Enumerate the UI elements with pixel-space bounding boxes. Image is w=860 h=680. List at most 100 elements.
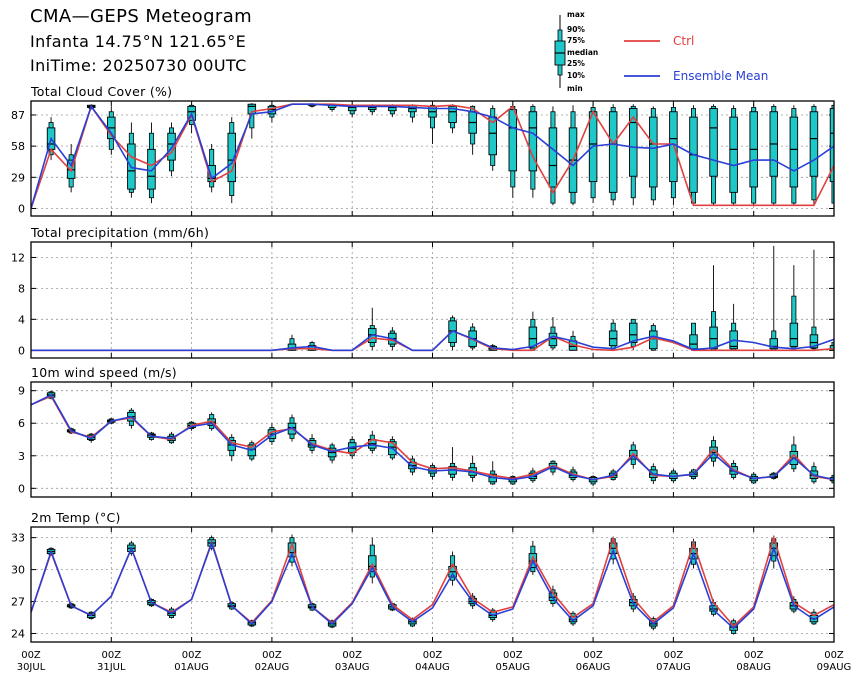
- ensemble-box: [809, 249, 819, 351]
- box-25-75: [809, 111, 819, 177]
- x-tick-label-hour: 00Z: [102, 650, 122, 661]
- y-tick-label: 24: [11, 627, 25, 640]
- box-25-75: [629, 108, 638, 177]
- ensemble-box: [528, 311, 538, 351]
- x-tick-label-date: 31JUL: [97, 662, 126, 673]
- x-tick-label-date: 09AUG: [817, 662, 852, 673]
- y-tick-label: 58: [11, 140, 25, 153]
- ensemble-box: [508, 104, 518, 198]
- y-tick-label: 30: [11, 564, 25, 577]
- panel-data: [31, 245, 834, 352]
- ensemble-box: [227, 434, 236, 462]
- box-25-75: [669, 111, 678, 183]
- legend: max 90% 75% median 25% 10% min Ctrl Ensemble Mea…: [554, 10, 768, 93]
- ensemble-box: [528, 104, 538, 198]
- ensemble-box: [368, 307, 377, 351]
- box-25-75: [850, 112, 858, 193]
- box-25-75: [548, 332, 558, 347]
- ensemble-box: [207, 143, 216, 193]
- ensemble-box: [649, 106, 658, 206]
- panel-title: Total Cloud Cover (%): [30, 84, 172, 99]
- x-tick-label-date: 01AUG: [174, 662, 209, 673]
- x-tick-label-date: 08AUG: [736, 662, 771, 673]
- ensemble-box: [327, 442, 337, 464]
- panel-data: [31, 534, 858, 635]
- init-time-label: IniTime: 20250730 00UTC: [30, 56, 247, 75]
- box-25-75: [528, 326, 538, 349]
- x-tick-label-hour: 00Z: [262, 650, 282, 661]
- ensemble-box: [669, 104, 678, 206]
- ensemble-box: [809, 104, 819, 206]
- ensemble-box: [729, 303, 738, 351]
- ensemble-box: [588, 475, 598, 487]
- panel-frame: [30, 100, 835, 217]
- panel-frame: [30, 381, 835, 498]
- ensemble-box: [850, 469, 858, 482]
- ctrl-line: [31, 103, 834, 209]
- y-tick-label: 12: [11, 251, 25, 264]
- panel-4: 2m Temp (°C) 24 27 30 33: [11, 510, 858, 643]
- ensemble-box: [709, 265, 718, 351]
- ensemble-box: [608, 104, 618, 206]
- panel-3: 10m wind speed (m/s) 0 3 6 9: [18, 365, 858, 498]
- box-25-75: [709, 108, 718, 177]
- x-tick-label-hour: 00Z: [664, 650, 684, 661]
- ensemble-box: [769, 104, 779, 206]
- ensemble-box: [749, 104, 758, 206]
- ensemble-box: [267, 104, 277, 123]
- box-10-90: [852, 471, 856, 480]
- y-tick-label: 6: [18, 417, 25, 430]
- ensemble-box: [448, 447, 457, 481]
- ensemble-box: [488, 461, 497, 486]
- x-axis-labels: 00Z30JUL00Z31JUL00Z01AUG00Z02AUG00Z03AUG…: [17, 650, 852, 673]
- x-tick-label-hour: 00Z: [182, 650, 202, 661]
- panel-2: Total precipitation (mm/6h) 0 4 8 12: [11, 225, 835, 359]
- legend-box-label: 90%: [567, 25, 585, 34]
- ensemble-box: [468, 455, 477, 482]
- y-tick-label: 0: [18, 344, 25, 357]
- ensemble-box: [850, 104, 858, 205]
- ensemble-box: [769, 245, 779, 351]
- chart-title: CMA—GEPS Meteogram: [30, 6, 253, 27]
- x-tick-label-date: 04AUG: [415, 662, 450, 673]
- panel-frame: [30, 526, 835, 643]
- panel-data: [31, 103, 858, 209]
- panel-1: Total Cloud Cover (%) 0 29 58 87: [11, 84, 858, 217]
- y-tick-label: 33: [11, 532, 25, 545]
- box-25-75: [448, 105, 457, 123]
- box-25-75: [789, 322, 799, 347]
- ensemble-box: [548, 106, 558, 206]
- ensemble-box: [368, 537, 377, 584]
- legend-box-label: 75%: [567, 36, 585, 45]
- legend-mean-label: Ensemble Mean: [673, 69, 768, 83]
- ensemble-box: [428, 104, 437, 144]
- legend-box-label: max: [567, 10, 585, 19]
- x-tick-label-hour: 00Z: [583, 650, 603, 661]
- ensemble-box: [147, 122, 156, 204]
- ensemble-box: [850, 600, 858, 611]
- x-tick-label-hour: 00Z: [744, 650, 764, 661]
- ensemble-box: [247, 103, 257, 139]
- ctrl-line: [31, 534, 834, 628]
- box-10-90: [852, 106, 856, 203]
- box-25-75: [649, 116, 658, 188]
- ensemble-box: [709, 104, 718, 206]
- box-25-75: [629, 322, 638, 343]
- x-tick-label-date: 03AUG: [335, 662, 370, 673]
- panel-title: 10m wind speed (m/s): [31, 365, 177, 380]
- box-25-75: [528, 111, 538, 172]
- x-tick-label-date: 30JUL: [17, 662, 46, 673]
- ensemble-box: [127, 122, 136, 198]
- box-25-75: [608, 111, 618, 193]
- legend-ctrl-label: Ctrl: [673, 34, 694, 48]
- y-tick-label: 3: [18, 450, 25, 463]
- box-25-75: [147, 148, 156, 190]
- box-25-75: [508, 109, 518, 172]
- y-tick-label: 4: [18, 313, 25, 326]
- ensemble-box: [468, 105, 477, 155]
- ensemble-box: [789, 265, 799, 351]
- panel-data: [31, 390, 858, 487]
- legend-box-label: median: [567, 48, 598, 57]
- legend-box-label: 10%: [567, 71, 585, 80]
